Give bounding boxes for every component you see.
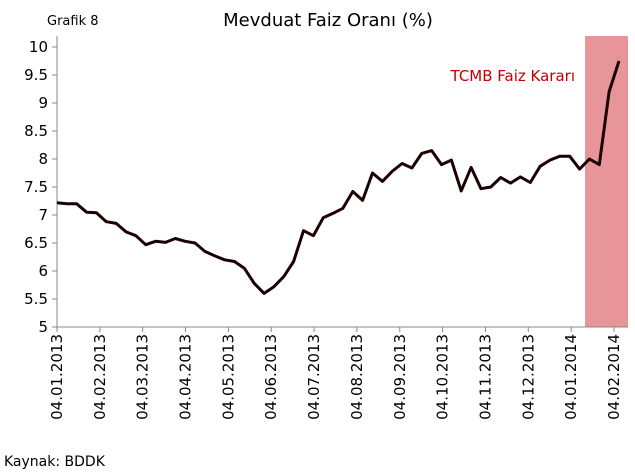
annotation: TCMB Faiz Kararı xyxy=(450,67,575,85)
x-tick-label: 04.02.2013 xyxy=(91,334,109,420)
y-tick-label: 9.5 xyxy=(24,66,48,84)
source: Kaynak: BDDK xyxy=(4,454,106,470)
line xyxy=(56,60,621,295)
x-tick-label: 04.01.2013 xyxy=(48,334,66,420)
x-tick-label: 04.09.2013 xyxy=(391,334,409,420)
x-tick-label: 04.12.2013 xyxy=(519,334,537,420)
y-tick-label: 8 xyxy=(38,150,48,168)
chart-label: Grafik 8 xyxy=(47,14,99,29)
x-tick-label: 04.11.2013 xyxy=(476,334,494,420)
x-tick-label: 04.05.2013 xyxy=(219,334,237,420)
y-tick-label: 5 xyxy=(38,318,48,336)
chart-title: Mevduat Faiz Oranı (%) xyxy=(223,10,433,31)
y-tick-label: 7 xyxy=(38,206,48,224)
y-tick-label: 6 xyxy=(38,262,48,280)
highlight-band xyxy=(585,36,628,327)
y-tick-label: 9 xyxy=(38,94,48,112)
x-tick-label: 04.01.2014 xyxy=(562,334,580,420)
x-tick-label: 04.03.2013 xyxy=(134,334,152,420)
y-tick-label: 5.5 xyxy=(24,290,48,308)
x-tick-label: 04.10.2013 xyxy=(434,334,452,420)
x-tick-label: 04.04.2013 xyxy=(177,334,195,420)
y-tick-label: 8.5 xyxy=(24,122,48,140)
y-tick-label: 7.5 xyxy=(24,178,48,196)
x-tick-label: 04.08.2013 xyxy=(348,334,366,420)
y-tick-label: 6.5 xyxy=(24,234,48,252)
x-tick-label: 04.06.2013 xyxy=(262,334,280,420)
x-tick-label: 04.07.2013 xyxy=(305,334,323,420)
y-tick-label: 10 xyxy=(29,38,48,56)
x-tick-label: 04.02.2014 xyxy=(605,334,623,420)
